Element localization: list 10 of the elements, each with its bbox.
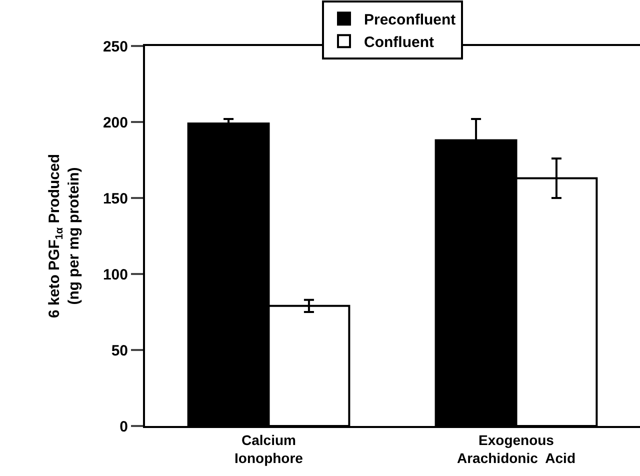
legend-label: Confluent — [364, 34, 434, 51]
x-tick-label: Calcium Ionophore — [234, 432, 304, 466]
y-tick-label: 250 — [102, 38, 128, 56]
legend-label: Preconfluent — [364, 12, 456, 28]
y-tick-label: 0 — [120, 418, 128, 436]
y-tick-label: 50 — [111, 342, 128, 360]
y-tick-label: 100 — [102, 266, 128, 284]
y-tick-label: 200 — [102, 114, 128, 132]
x-tick-label: Exogenous Arachidonic Acid — [456, 432, 576, 466]
y-tick-label: 150 — [102, 190, 128, 208]
